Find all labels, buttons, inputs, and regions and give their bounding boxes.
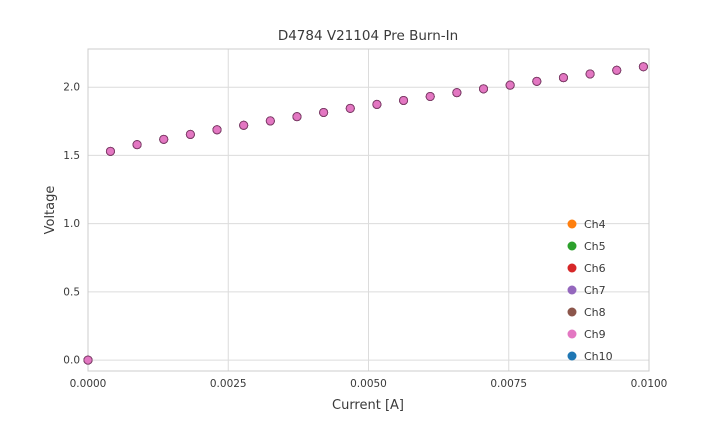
tick-labels: 0.0000 0.0025 0.0050 0.0075 0.0100 0.0 0.5 1.0 1… bbox=[63, 82, 667, 390]
legend-label: Ch9 bbox=[584, 328, 606, 341]
legend-item-ch10: Ch10 bbox=[567, 350, 613, 363]
svg-text:0.0050: 0.0050 bbox=[350, 378, 387, 390]
legend-marker bbox=[567, 219, 577, 229]
legend-marker bbox=[567, 241, 577, 251]
svg-text:0.5: 0.5 bbox=[63, 286, 80, 298]
legend-item-ch9: Ch9 bbox=[567, 328, 606, 341]
grid-lines bbox=[87, 49, 650, 371]
legend-item-ch5: Ch5 bbox=[567, 240, 606, 253]
legend-item-ch6: Ch6 bbox=[567, 262, 606, 275]
chart-title: D4784 V21104 Pre Burn-In bbox=[278, 28, 458, 44]
legend-label: Ch7 bbox=[584, 284, 606, 297]
legend-label: Ch4 bbox=[584, 218, 606, 231]
y-axis-label: Voltage bbox=[43, 186, 58, 235]
svg-text:0.0075: 0.0075 bbox=[490, 378, 527, 390]
svg-text:0.0025: 0.0025 bbox=[210, 378, 247, 390]
legend-marker bbox=[567, 329, 577, 339]
legend-label: Ch10 bbox=[584, 350, 613, 363]
svg-text:2.0: 2.0 bbox=[63, 82, 80, 94]
svg-text:0.0100: 0.0100 bbox=[631, 378, 668, 390]
legend: Ch4 Ch5 Ch6 Ch7 Ch8 Ch9 Ch10 bbox=[567, 218, 613, 363]
legend-label: Ch5 bbox=[584, 240, 606, 253]
legend-item-ch7: Ch7 bbox=[567, 284, 606, 297]
svg-text:0.0: 0.0 bbox=[63, 355, 80, 367]
legend-marker bbox=[567, 351, 577, 361]
legend-label: Ch6 bbox=[584, 262, 606, 275]
x-axis-label: Current [A] bbox=[332, 398, 404, 413]
svg-text:0.0000: 0.0000 bbox=[70, 378, 107, 390]
legend-marker bbox=[567, 307, 577, 317]
legend-item-ch4: Ch4 bbox=[567, 218, 606, 231]
data-points bbox=[83, 62, 648, 365]
plot-border bbox=[87, 48, 650, 372]
legend-marker bbox=[567, 285, 577, 295]
legend-label: Ch8 bbox=[584, 306, 606, 319]
svg-text:1.0: 1.0 bbox=[63, 218, 80, 230]
legend-marker bbox=[567, 263, 577, 273]
svg-text:1.5: 1.5 bbox=[63, 150, 80, 162]
legend-item-ch8: Ch8 bbox=[567, 306, 606, 319]
